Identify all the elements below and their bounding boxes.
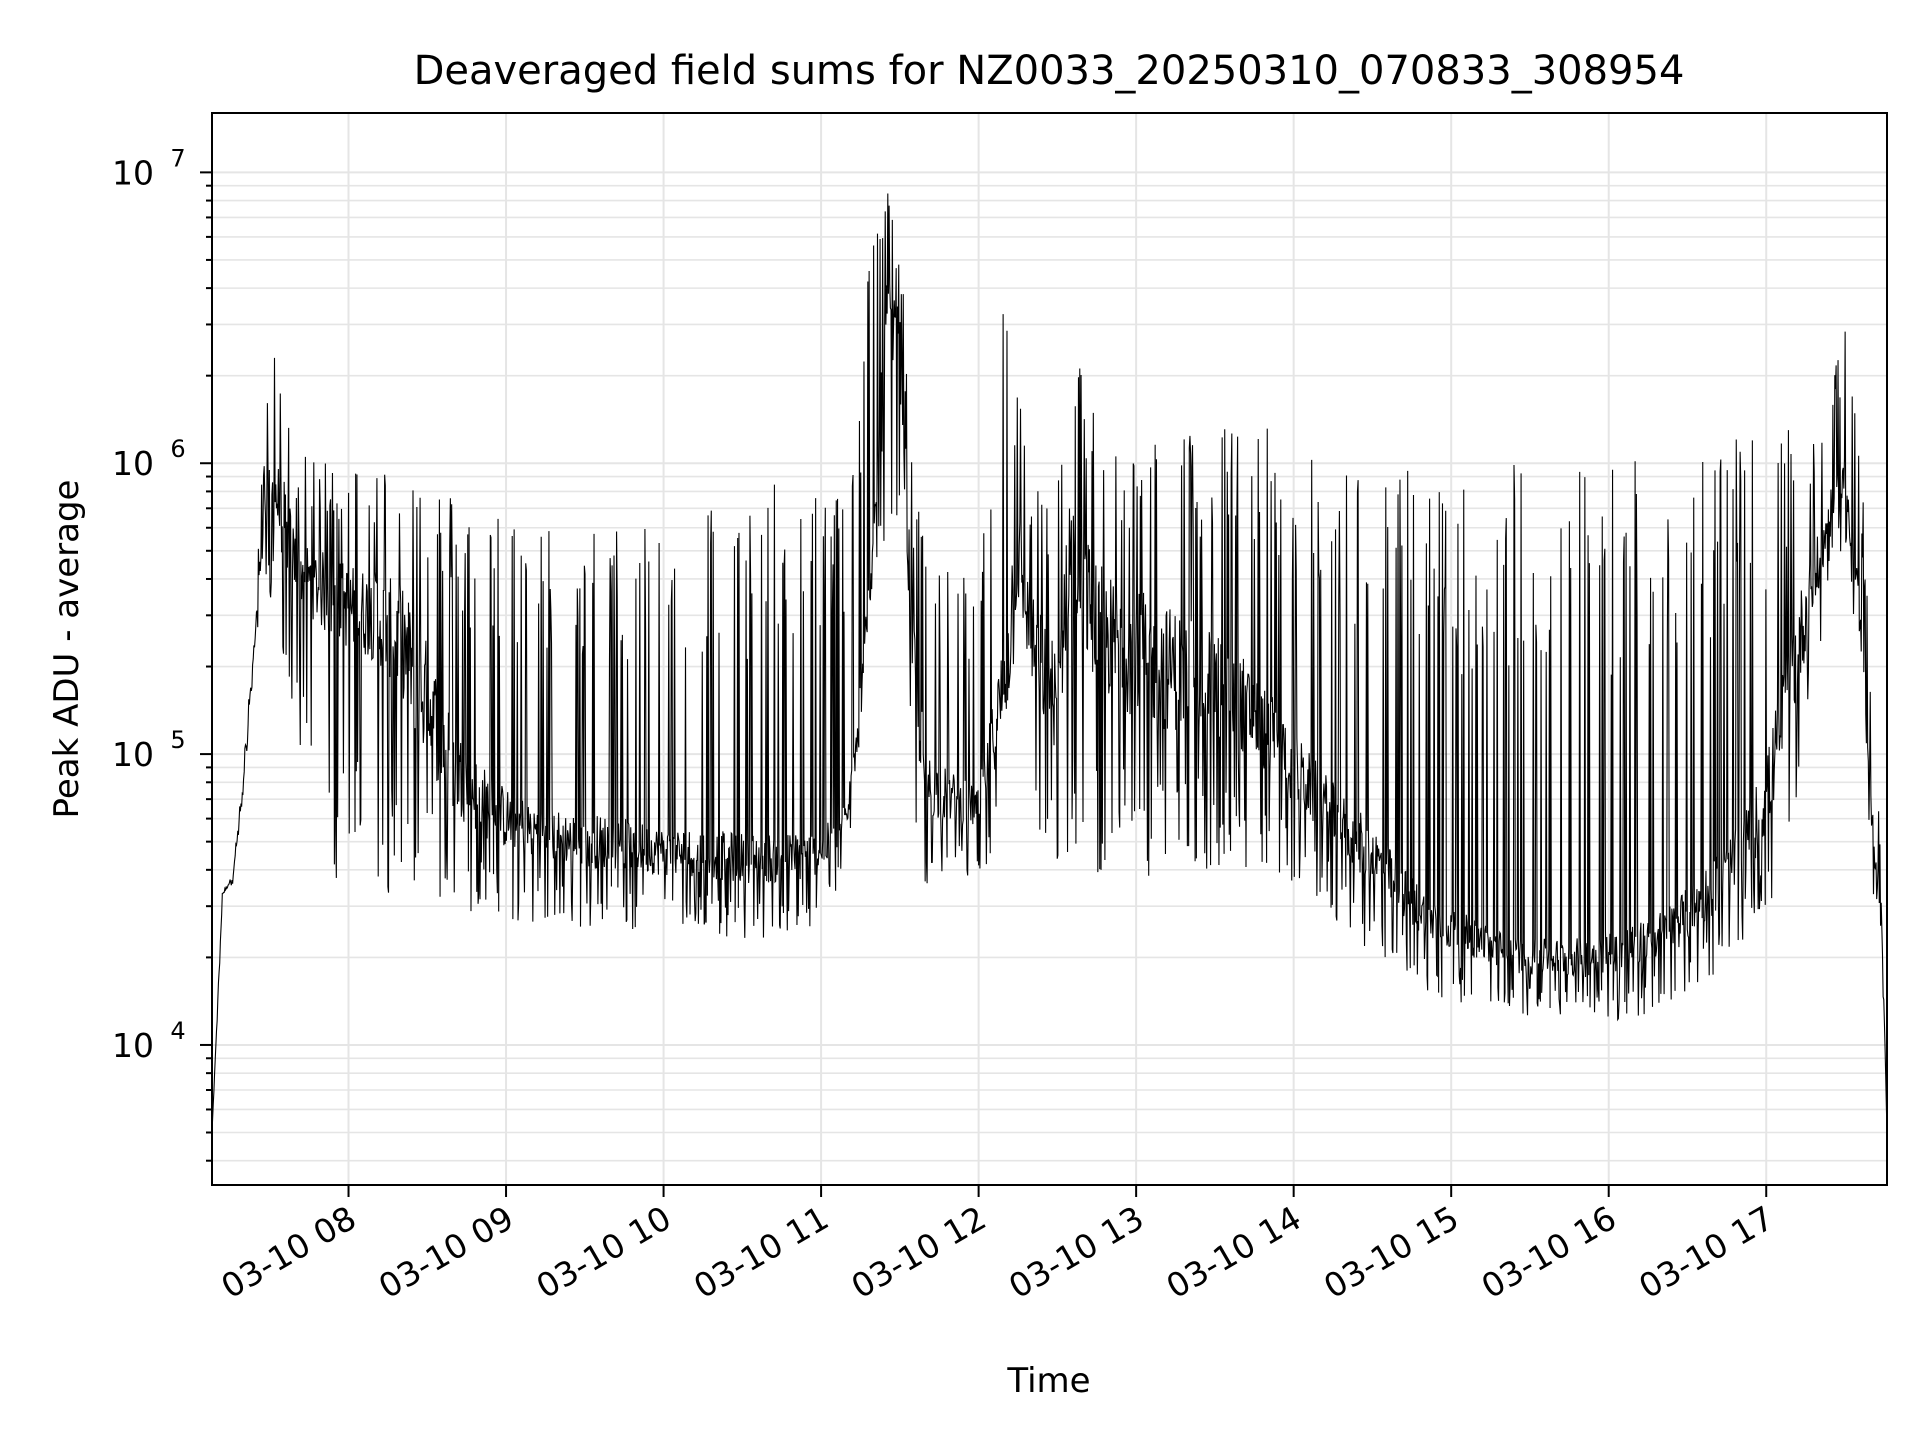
y-tick-label-base: 10 [112,444,154,483]
y-axis-label: Peak ADU - average [47,480,87,819]
y-tick-label-base: 10 [112,153,154,192]
y-tick-label-exponent: 4 [170,1017,185,1045]
y-tick-label-base: 10 [112,735,154,774]
data-layer [211,193,1888,1133]
series-line [211,193,1888,1133]
y-tick-label: 10 [112,735,154,774]
x-axis-label: Time [1006,1361,1090,1401]
y-tick-label-exponent: 7 [170,144,185,172]
y-tick-label: 10 [112,444,154,483]
plot-frame [211,112,1888,1186]
y-tick-label-base: 10 [112,1026,154,1065]
y-tick-label-exponent: 6 [170,435,185,463]
y-tick-label: 10 [112,1026,154,1065]
chart-title: Deaveraged field sums for NZ0033_2025031… [414,48,1685,94]
y-tick-label: 10 [112,153,154,192]
y-tick-label-exponent: 5 [170,726,185,754]
